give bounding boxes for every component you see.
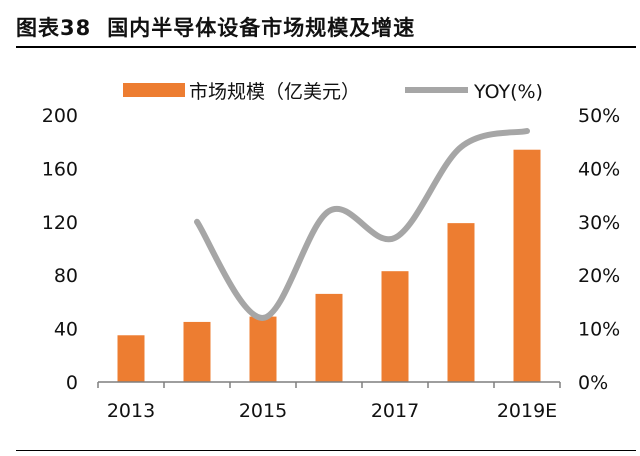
bottom-rule xyxy=(16,450,636,451)
yoy-series xyxy=(194,128,530,321)
legend-label-line: YOY(%) xyxy=(473,81,543,103)
right-tick-label: 0% xyxy=(578,372,608,394)
left-tick-label: 0 xyxy=(66,372,78,394)
left-tick-label: 40 xyxy=(54,319,78,341)
bar-2014 xyxy=(183,321,211,382)
right-tick-label: 50% xyxy=(578,105,620,127)
figure-header: 图表38 国内半导体设备市场规模及增速 xyxy=(0,0,640,48)
right-tick-label: 20% xyxy=(578,265,620,287)
legend-swatch-bars xyxy=(123,83,185,97)
left-tick-label: 120 xyxy=(42,212,78,234)
x-tick-label: 2013 xyxy=(107,400,155,422)
bar-2017 xyxy=(381,271,409,382)
right-axis: 0% 10% 20% 30% 40% 50% xyxy=(578,105,620,394)
bar-series xyxy=(117,149,541,382)
x-tick-label: 2017 xyxy=(371,400,419,422)
left-tick-label: 200 xyxy=(42,105,78,127)
bar-2013 xyxy=(117,335,145,382)
bar-2015 xyxy=(249,316,277,382)
bar-2018 xyxy=(447,223,475,382)
figure-label: 图表38 xyxy=(16,16,92,40)
bar-2019E xyxy=(513,149,541,382)
figure-title-text: 国内半导体设备市场规模及增速 xyxy=(107,16,416,40)
legend-label-bars: 市场规模（亿美元） xyxy=(189,81,360,103)
right-tick-label: 40% xyxy=(578,158,620,180)
right-tick-label: 10% xyxy=(578,319,620,341)
figure-title: 图表38 国内半导体设备市场规模及增速 xyxy=(16,12,415,42)
left-tick-label: 160 xyxy=(42,158,78,180)
bar-2016 xyxy=(315,293,343,382)
x-tick-label: 2019E xyxy=(497,400,557,422)
left-axis: 0 40 80 120 160 200 xyxy=(42,105,78,394)
title-rule xyxy=(16,46,636,48)
left-tick-label: 80 xyxy=(54,265,78,287)
x-tick-label: 2015 xyxy=(239,400,287,422)
right-tick-label: 30% xyxy=(578,212,620,234)
x-axis: 2013 2015 2017 2019E xyxy=(97,381,561,422)
yoy-line xyxy=(194,128,530,321)
legend: 市场规模（亿美元） YOY(%) xyxy=(123,81,543,103)
